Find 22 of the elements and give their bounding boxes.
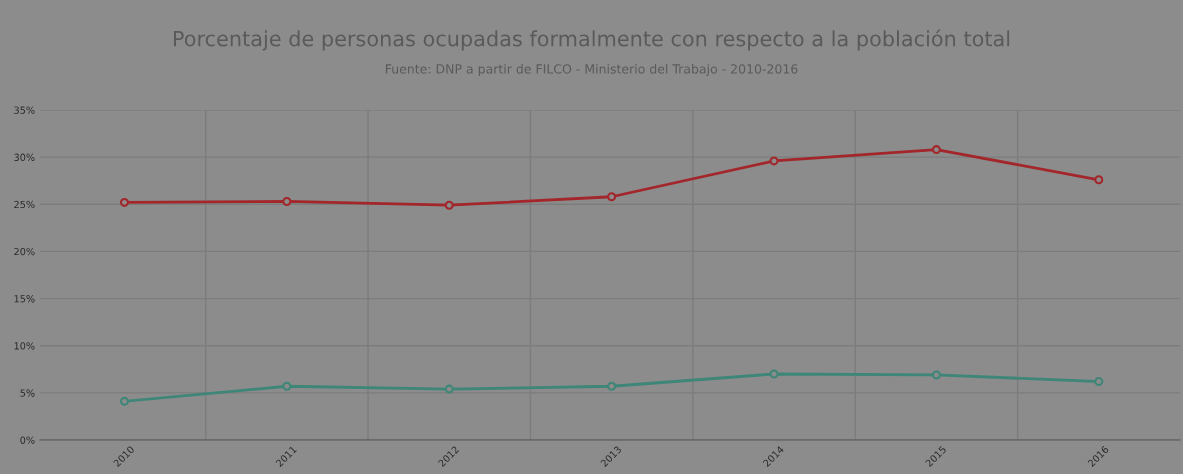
point [931,145,941,155]
y-tick-label: 20% [14,247,35,256]
point [1094,377,1104,387]
point [769,156,779,166]
y-tick-label: 15% [14,295,35,303]
y-tick-label: 35% [14,106,35,114]
y-tick-label: 30% [14,153,35,161]
y-tick-label: 25% [14,200,35,209]
point [769,369,779,379]
y-tick-label: 5% [20,389,35,397]
y-tick-label: 10% [14,342,35,350]
point [931,370,941,380]
point [119,396,129,406]
point [119,197,129,207]
point [444,384,454,394]
point [1094,175,1104,185]
y-tick-label: 0% [20,436,35,444]
point [444,200,454,210]
point [607,381,617,391]
point [607,192,617,202]
point [282,381,292,391]
point [282,196,292,206]
